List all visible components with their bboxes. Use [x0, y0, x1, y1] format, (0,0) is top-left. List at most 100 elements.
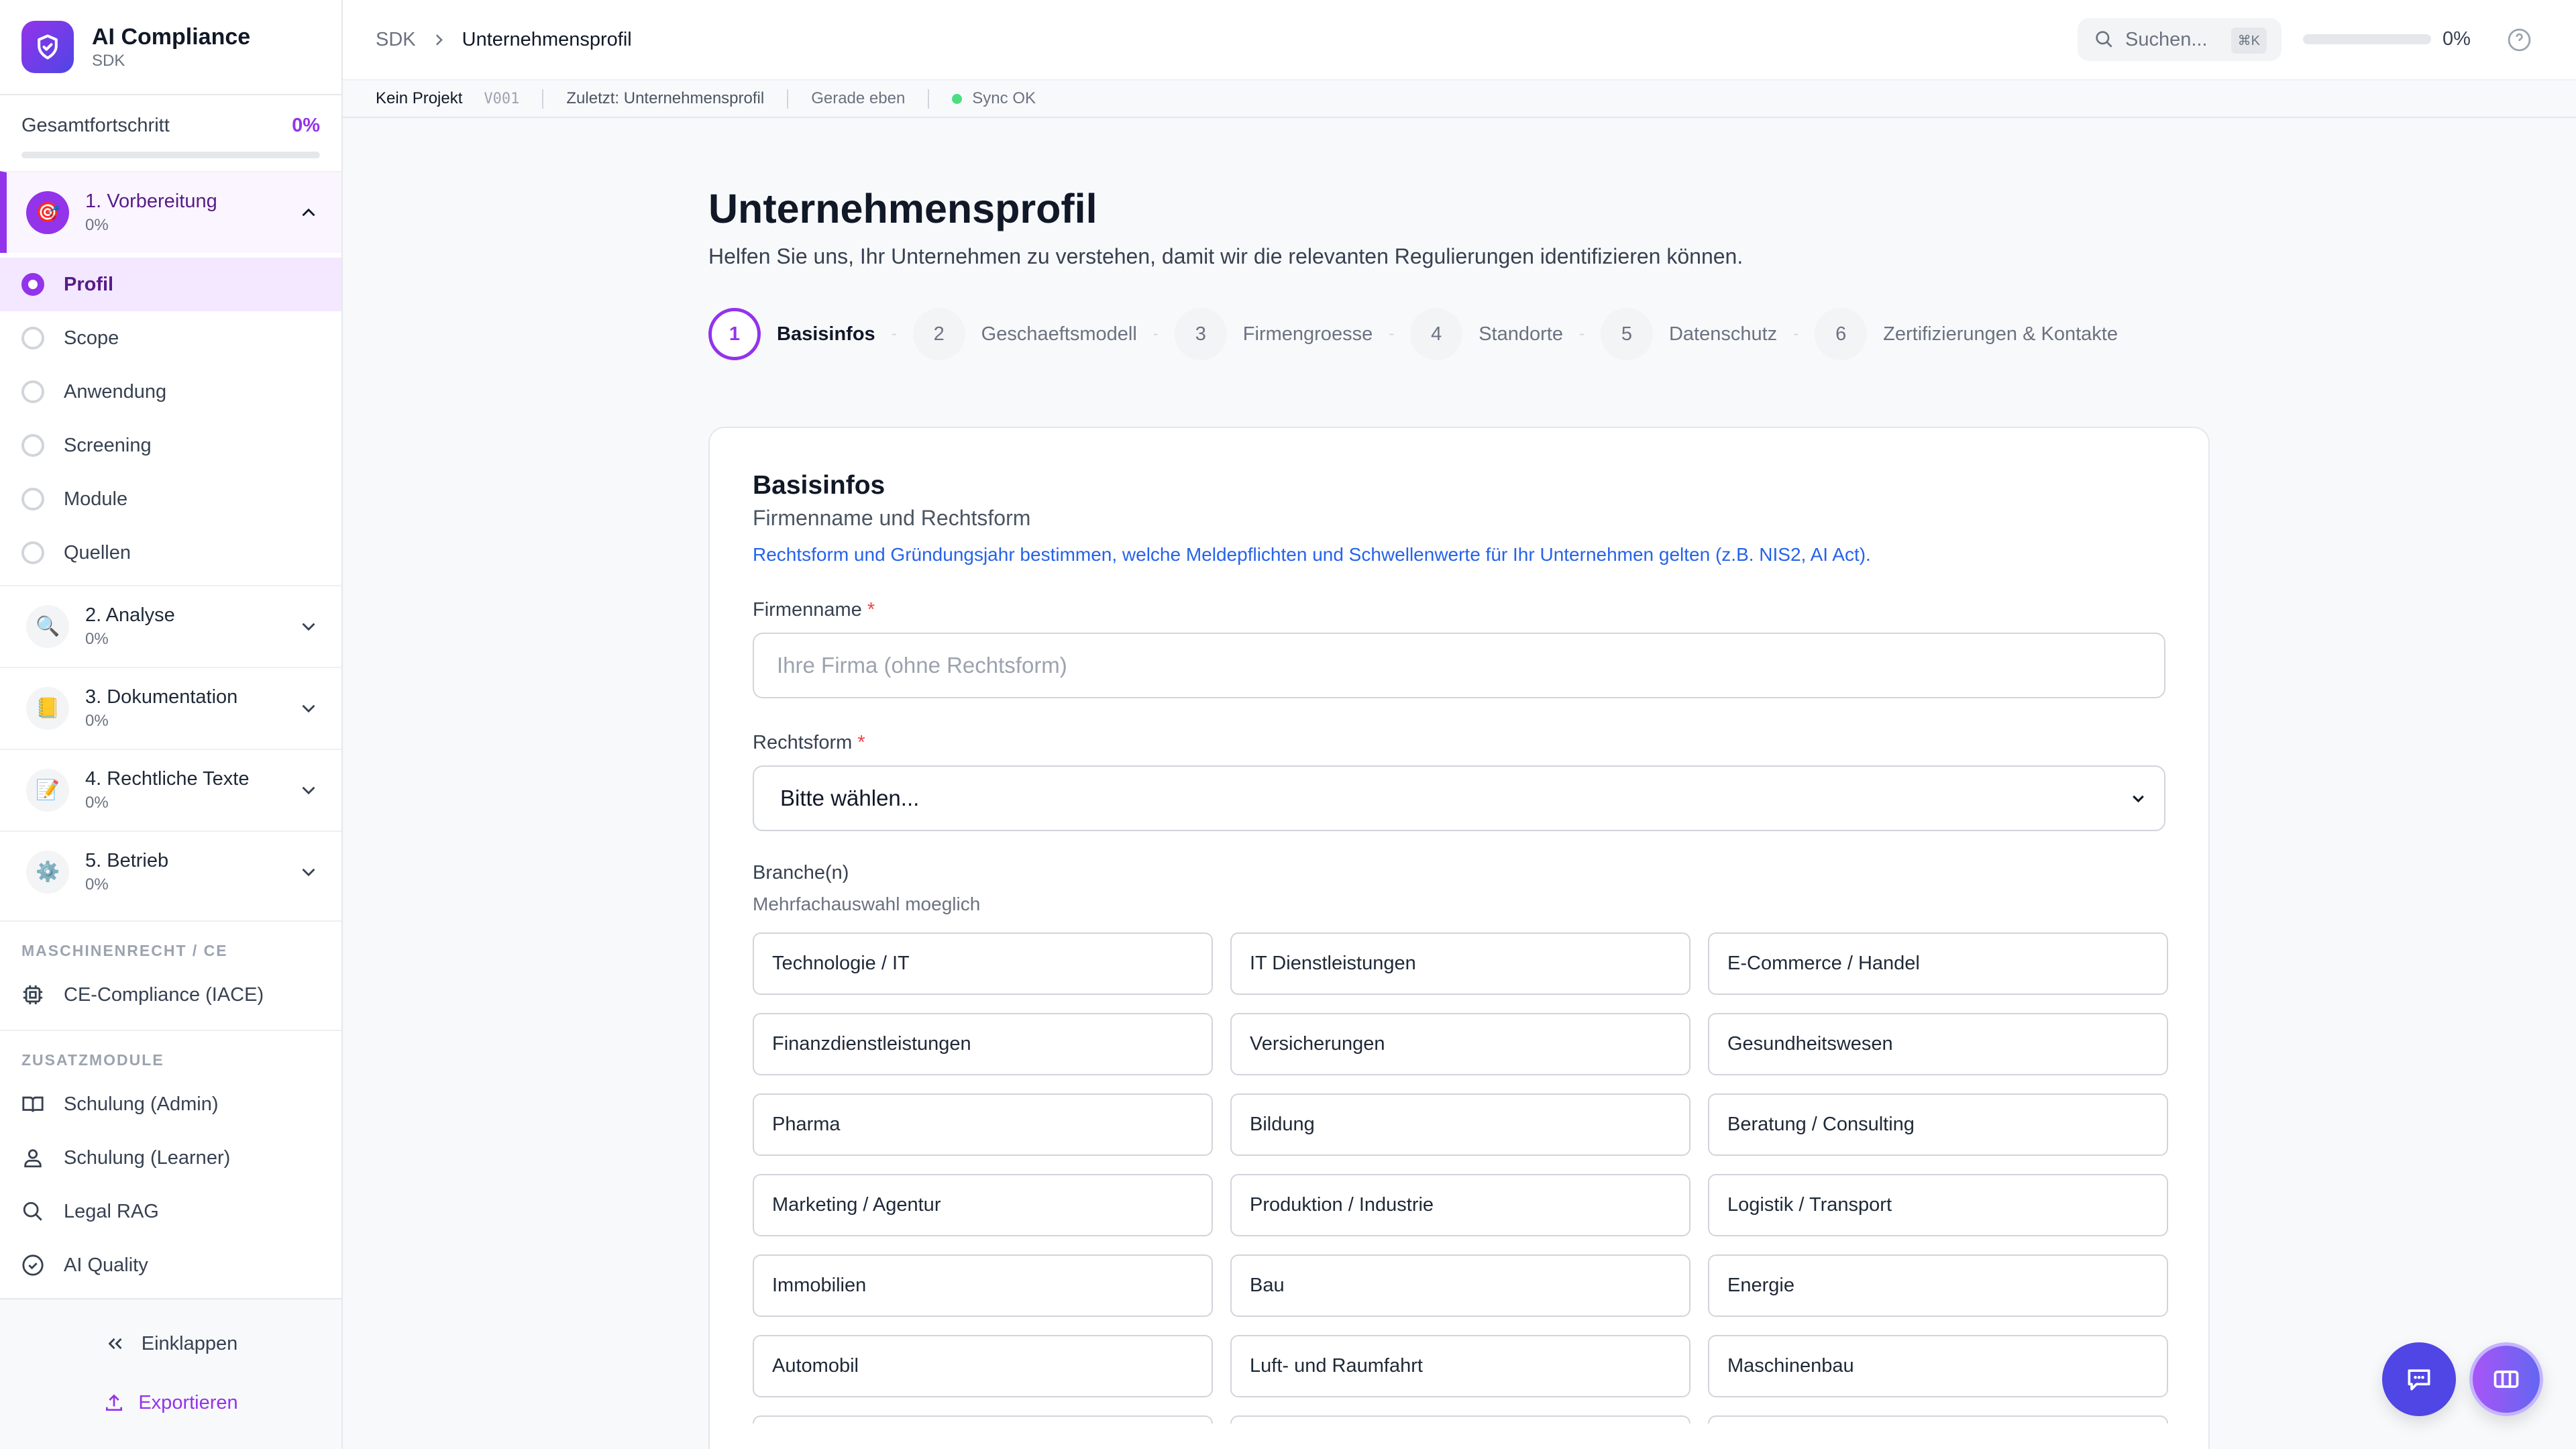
- industry-option[interactable]: Immobilien: [753, 1254, 1213, 1317]
- sync-status-dot: [952, 93, 963, 104]
- industry-option[interactable]: Bau: [1230, 1254, 1690, 1317]
- industry-option[interactable]: IT Dienstleistungen: [1230, 932, 1690, 995]
- magnifier-icon: 🔍: [26, 605, 69, 648]
- section-1[interactable]: 🎯 1. Vorbereitung 0%: [0, 171, 341, 253]
- chevron-down-icon[interactable]: [297, 861, 320, 883]
- company-name-placeholder: Ihre Firma (ohne Rechtsform): [777, 653, 1067, 678]
- industry-hint: Mehrfachauswahl moeglich: [753, 894, 981, 914]
- substep-anwendung[interactable]: Anwendung: [0, 365, 341, 419]
- industry-option[interactable]: [1230, 1415, 1690, 1424]
- chevron-down-icon[interactable]: [297, 779, 320, 802]
- industry-option[interactable]: [753, 1415, 1213, 1424]
- industry-option[interactable]: Produktion / Industrie: [1230, 1174, 1690, 1236]
- industry-option[interactable]: Automobil: [753, 1335, 1213, 1397]
- section-4[interactable]: 📝 4. Rechtliche Texte 0%: [0, 749, 341, 830]
- nav-item[interactable]: Schulung (Learner): [0, 1131, 341, 1185]
- section-title: 4. Rechtliche Texte: [85, 768, 250, 790]
- industry-option[interactable]: Versicherungen: [1230, 1013, 1690, 1075]
- last-edited: Zuletzt: Unternehmensprofil: [566, 89, 765, 107]
- industry-option[interactable]: Finanzdienstleistungen: [753, 1013, 1213, 1075]
- section-percent: 0%: [85, 875, 109, 894]
- required-mark: *: [857, 732, 865, 753]
- industry-option[interactable]: Technologie / IT: [753, 932, 1213, 995]
- card-hint: Rechtsform und Gründungsjahr bestimmen, …: [753, 544, 1871, 565]
- substep-profil[interactable]: Profil: [0, 258, 341, 311]
- step-label: Geschaeftsmodell: [981, 323, 1137, 345]
- export-button[interactable]: Exportieren: [0, 1373, 341, 1432]
- nav-item[interactable]: AI Quality: [0, 1238, 341, 1292]
- legal-form-select[interactable]: Bitte wählen...: [753, 765, 2165, 831]
- substep-quellen[interactable]: Quellen: [0, 526, 341, 580]
- search-icon: [21, 1200, 44, 1223]
- step-connector: -: [891, 325, 897, 343]
- card-subtitle: Firmenname und Rechtsform: [753, 506, 1031, 530]
- industry-option[interactable]: Luft- und Raumfahrt: [1230, 1335, 1690, 1397]
- step-number: 2: [912, 308, 965, 361]
- search-button[interactable]: Suchen... ⌘K: [2078, 18, 2282, 61]
- group-machinery: MASCHINENRECHT / CE: [21, 942, 228, 959]
- industry-option[interactable]: Bildung: [1230, 1093, 1690, 1156]
- sidebar-footer: Einklappen Exportieren: [0, 1298, 341, 1449]
- nav-item[interactable]: Schulung (Admin): [0, 1077, 341, 1131]
- nav-label: CE-Compliance (IACE): [64, 983, 264, 1006]
- chevron-right-icon: [435, 34, 443, 46]
- step-3[interactable]: 3 Firmengroesse: [1174, 308, 1373, 361]
- substep-label: Screening: [64, 434, 152, 456]
- book-icon: [21, 1093, 44, 1116]
- step-6[interactable]: 6 Zertifizierungen & Kontakte: [1815, 308, 2118, 361]
- chat-button[interactable]: [2382, 1342, 2456, 1416]
- chevron-down-icon[interactable]: [297, 615, 320, 638]
- substep-module[interactable]: Module: [0, 472, 341, 526]
- columns-icon: [2493, 1371, 2519, 1388]
- search-placeholder: Suchen...: [2125, 28, 2208, 50]
- collapse-button[interactable]: Einklappen: [0, 1314, 341, 1373]
- brand[interactable]: AI Compliance SDK: [0, 0, 341, 95]
- industry-option[interactable]: Gesundheitswesen: [1708, 1013, 2168, 1075]
- divider: [0, 1030, 341, 1031]
- group-addons: ZUSATZMODULE: [21, 1051, 164, 1069]
- nav-label: AI Quality: [64, 1254, 148, 1276]
- divider: [787, 89, 789, 109]
- section-5[interactable]: ⚙️ 5. Betrieb 0%: [0, 830, 341, 912]
- chevron-up-icon[interactable]: [297, 201, 320, 224]
- step-number: 6: [1815, 308, 1868, 361]
- industry-option[interactable]: Beratung / Consulting: [1708, 1093, 2168, 1156]
- divider: [542, 89, 544, 109]
- industry-option[interactable]: Energie: [1708, 1254, 2168, 1317]
- industry-option[interactable]: Logistik / Transport: [1708, 1174, 2168, 1236]
- section-2[interactable]: 🔍 2. Analyse 0%: [0, 585, 341, 667]
- industry-option[interactable]: Pharma: [753, 1093, 1213, 1156]
- industry-option[interactable]: [1708, 1415, 2168, 1424]
- columns-button[interactable]: [2469, 1342, 2543, 1416]
- shortcut-badge: ⌘K: [2231, 28, 2267, 54]
- industry-option[interactable]: Marketing / Agentur: [753, 1174, 1213, 1236]
- step-label: Basisinfos: [777, 323, 875, 345]
- substep-screening[interactable]: Screening: [0, 419, 341, 472]
- step-2[interactable]: 2 Geschaeftsmodell: [912, 308, 1137, 361]
- industry-option[interactable]: Maschinenbau: [1708, 1335, 2168, 1397]
- breadcrumb-root[interactable]: SDK: [376, 28, 416, 50]
- step-5[interactable]: 5 Datenschutz: [1600, 308, 1777, 361]
- step-number: 1: [708, 308, 761, 361]
- legal-form-value: Bitte wählen...: [780, 786, 920, 810]
- check-circle-icon: [21, 1254, 44, 1277]
- industry-option[interactable]: E-Commerce / Handel: [1708, 932, 2168, 995]
- step-4[interactable]: 4 Standorte: [1410, 308, 1563, 361]
- progress-percent: 0%: [292, 115, 320, 136]
- cpu-icon: [21, 983, 44, 1006]
- divider: [0, 920, 341, 922]
- nav-ce-compliance[interactable]: CE-Compliance (IACE): [0, 968, 341, 1022]
- radio-icon: [21, 327, 44, 350]
- section-percent: 0%: [85, 630, 109, 648]
- help-icon[interactable]: [2507, 28, 2532, 52]
- section-3[interactable]: 📒 3. Dokumentation 0%: [0, 667, 341, 749]
- chat-icon: [2408, 1369, 2430, 1391]
- step-1[interactable]: 1 Basisinfos: [708, 308, 875, 361]
- header-progress-bar: [2303, 34, 2431, 44]
- substep-scope[interactable]: Scope: [0, 311, 341, 365]
- required-mark: *: [867, 599, 875, 621]
- chevron-down-icon[interactable]: [297, 697, 320, 720]
- substep-label: Anwendung: [64, 380, 167, 402]
- company-name-input[interactable]: Ihre Firma (ohne Rechtsform): [753, 633, 2165, 698]
- nav-item[interactable]: Legal RAG: [0, 1185, 341, 1238]
